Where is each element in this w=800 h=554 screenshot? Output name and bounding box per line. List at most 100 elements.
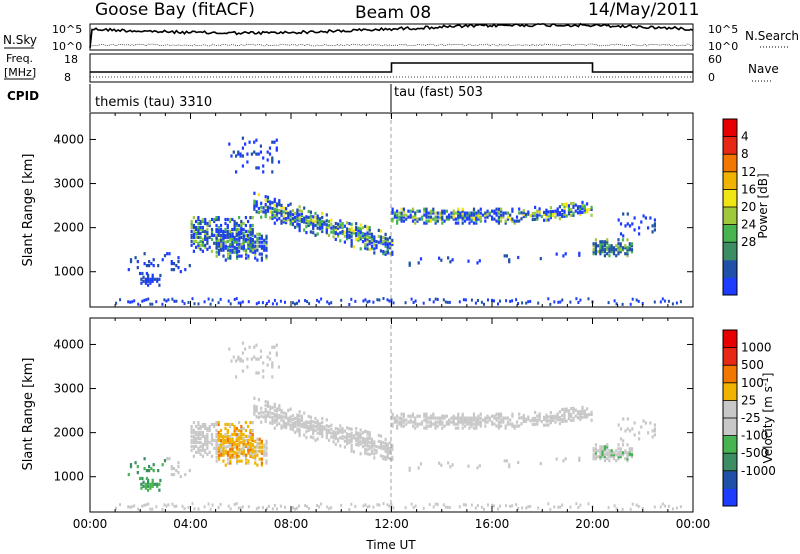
range-cell	[298, 418, 301, 422]
range-cell	[273, 203, 276, 207]
range-cell	[362, 504, 365, 508]
range-cell	[506, 416, 509, 420]
range-cell	[534, 416, 537, 420]
range-cell	[509, 418, 512, 422]
y-tick-label: 4000	[53, 337, 84, 351]
range-cell	[491, 414, 494, 418]
range-cell	[213, 241, 216, 245]
range-cell	[231, 449, 234, 453]
range-cell	[615, 254, 618, 258]
range-cell	[318, 300, 321, 304]
range-cell	[594, 451, 597, 455]
range-cell	[236, 447, 239, 451]
range-cell	[167, 298, 170, 302]
range-cell	[441, 215, 444, 219]
range-cell	[357, 439, 360, 443]
range-cell	[254, 453, 257, 457]
range-cell	[199, 436, 202, 440]
range-cell	[325, 229, 328, 233]
range-cell	[497, 221, 500, 225]
range-cell	[368, 232, 371, 236]
range-cell	[251, 240, 254, 244]
range-cell	[242, 234, 245, 238]
range-cell	[192, 430, 195, 435]
range-cell	[206, 438, 209, 442]
range-cell	[594, 244, 597, 248]
range-cell	[249, 447, 252, 451]
range-cell	[292, 506, 294, 510]
range-cell	[606, 453, 609, 457]
range-cell	[527, 415, 530, 419]
range-cell	[151, 279, 154, 283]
range-cell	[470, 217, 473, 221]
range-cell	[484, 211, 487, 215]
range-cell	[461, 211, 464, 215]
range-cell	[579, 410, 582, 414]
range-cell	[273, 215, 276, 219]
range-cell	[608, 449, 611, 453]
range-cell	[466, 418, 469, 422]
range-cell	[190, 444, 193, 448]
range-cell	[211, 298, 214, 302]
range-cell	[522, 209, 525, 213]
range-cell	[348, 222, 351, 226]
range-cell	[515, 215, 519, 219]
range-cell	[621, 453, 625, 457]
range-cell	[318, 426, 322, 430]
range-cell	[504, 424, 507, 428]
range-cell	[258, 457, 261, 461]
range-cell	[531, 217, 534, 222]
range-cell	[520, 422, 523, 426]
range-cell	[224, 240, 227, 244]
range-cell	[312, 420, 315, 424]
range-cell	[195, 227, 198, 232]
range-cell	[278, 414, 281, 418]
x-tick-label: 00:00	[73, 517, 108, 531]
range-cell	[466, 217, 469, 221]
range-cell	[603, 248, 606, 252]
range-cell	[520, 217, 523, 221]
range-cell	[260, 215, 263, 219]
range-cell	[500, 418, 503, 422]
range-cell	[195, 430, 198, 435]
range-cell	[405, 213, 408, 217]
range-cell	[256, 248, 259, 252]
range-cell	[253, 191, 256, 195]
range-cell	[207, 297, 210, 301]
range-cell	[366, 300, 369, 304]
range-cell	[251, 238, 254, 242]
range-cell	[226, 233, 229, 237]
range-cell	[316, 425, 319, 429]
range-cell	[242, 439, 245, 443]
range-cell	[269, 415, 272, 419]
range-cell	[476, 261, 479, 265]
range-cell	[321, 426, 324, 431]
y-tick-label: 1000	[53, 265, 84, 279]
range-cell	[309, 210, 312, 214]
range-cell	[554, 420, 557, 424]
range-cell	[328, 302, 331, 306]
range-cell	[339, 430, 342, 434]
range-cell	[201, 217, 204, 222]
range-cell	[330, 423, 333, 427]
range-cell	[226, 422, 229, 427]
range-cell	[554, 215, 557, 219]
range-cell	[231, 242, 234, 246]
range-cell	[334, 432, 337, 437]
range-cell	[552, 213, 555, 217]
range-cell	[275, 302, 278, 306]
range-cell	[275, 353, 278, 357]
range-cell	[190, 235, 193, 239]
range-cell	[628, 451, 631, 455]
range-cell	[493, 211, 496, 215]
range-cell	[543, 218, 546, 222]
range-cell	[229, 439, 232, 443]
range-cell	[305, 231, 308, 235]
nsearch-line	[89, 43, 694, 47]
range-cell	[273, 197, 276, 201]
range-cell	[493, 422, 496, 426]
range-cell	[411, 412, 415, 416]
range-cell	[262, 206, 265, 210]
range-cell	[450, 215, 453, 219]
range-cell	[559, 505, 562, 509]
